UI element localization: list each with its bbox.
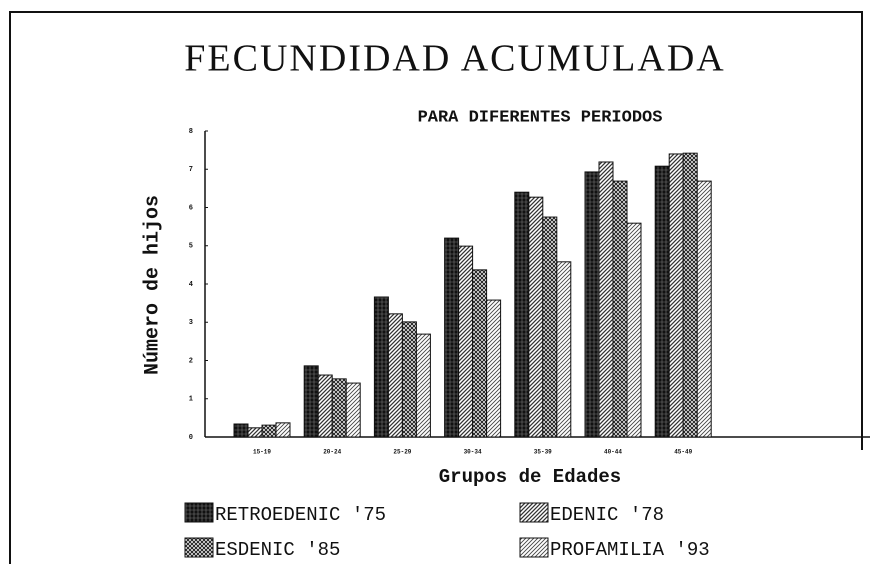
bar bbox=[444, 237, 460, 438]
chart-subtitle: PARA DIFERENTES PERIODOS bbox=[418, 108, 663, 127]
y-tick-label: 8 bbox=[189, 128, 193, 136]
legend-swatch bbox=[184, 502, 214, 523]
y-axis-label: Número de hijos bbox=[141, 195, 164, 375]
bar bbox=[612, 180, 628, 438]
y-tick-label: 5 bbox=[189, 243, 193, 251]
bar bbox=[654, 165, 670, 438]
bar bbox=[598, 161, 614, 438]
bar bbox=[682, 152, 698, 438]
bar bbox=[303, 365, 319, 438]
bar bbox=[472, 269, 488, 438]
y-tick-label: 3 bbox=[189, 319, 193, 327]
bar bbox=[668, 153, 684, 438]
x-tick-label: 40-44 bbox=[604, 449, 622, 456]
legend-label: ESDENIC '85 bbox=[215, 539, 340, 561]
legend-label: EDENIC '78 bbox=[550, 504, 664, 526]
bar bbox=[626, 222, 642, 438]
legend-swatch bbox=[519, 502, 549, 523]
bar bbox=[373, 296, 389, 438]
bar bbox=[401, 321, 417, 438]
legend-label: RETROEDENIC '75 bbox=[215, 504, 386, 526]
x-tick-label: 35-39 bbox=[534, 449, 552, 456]
bar bbox=[514, 191, 530, 438]
x-tick-label: 45-49 bbox=[674, 449, 692, 456]
bar bbox=[584, 171, 600, 438]
chart-title: FECUNDIDAD ACUMULADA bbox=[184, 38, 725, 80]
bar bbox=[261, 424, 277, 438]
frame bbox=[9, 11, 863, 564]
y-tick-label: 0 bbox=[189, 434, 193, 442]
y-tick-label: 7 bbox=[189, 166, 193, 174]
x-axis-label: Grupos de Edades bbox=[439, 466, 621, 488]
x-tick-label: 25-29 bbox=[393, 449, 411, 456]
legend-swatch bbox=[184, 537, 214, 558]
bar bbox=[528, 196, 544, 438]
bar bbox=[275, 422, 291, 438]
bar bbox=[415, 333, 431, 438]
bar bbox=[458, 245, 474, 438]
y-tick-label: 2 bbox=[189, 357, 193, 365]
x-tick-label: 20-24 bbox=[323, 449, 341, 456]
bar bbox=[387, 313, 403, 438]
legend-swatch bbox=[519, 537, 549, 558]
bar bbox=[556, 261, 572, 438]
bar bbox=[696, 180, 712, 438]
bar bbox=[345, 382, 361, 438]
y-tick-label: 1 bbox=[189, 396, 193, 404]
y-tick-label: 4 bbox=[189, 281, 193, 289]
bar bbox=[233, 423, 249, 438]
bar bbox=[331, 378, 347, 438]
x-tick-label: 30-34 bbox=[464, 449, 482, 456]
bar bbox=[542, 216, 558, 438]
y-tick-label: 6 bbox=[189, 204, 193, 212]
bar bbox=[486, 299, 502, 438]
bar bbox=[247, 427, 263, 438]
bar bbox=[317, 374, 333, 438]
x-tick-label: 15-19 bbox=[253, 449, 271, 456]
legend-label: PROFAMILIA '93 bbox=[550, 539, 710, 561]
